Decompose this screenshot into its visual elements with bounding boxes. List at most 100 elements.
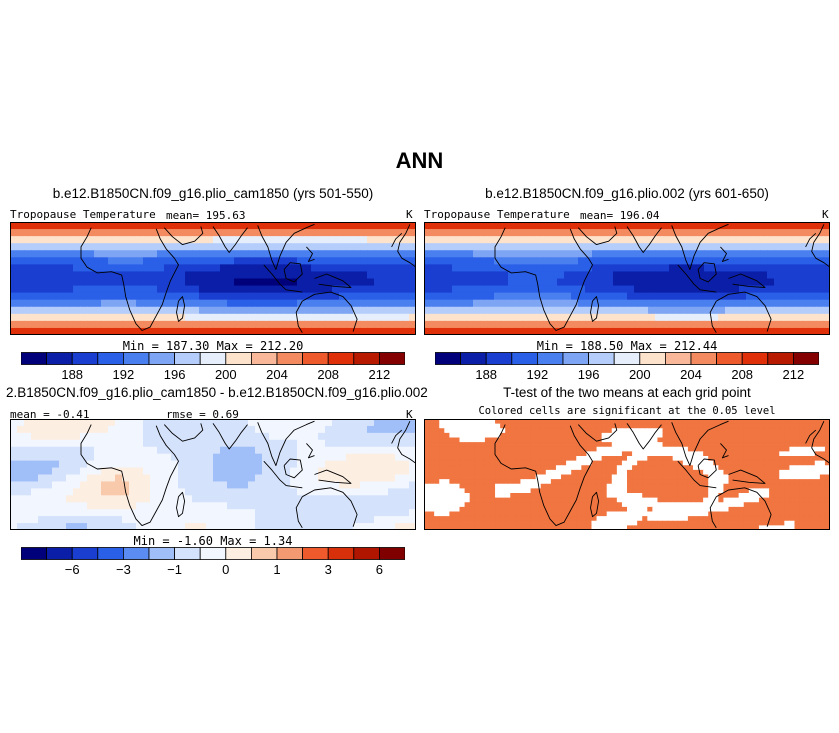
panel3-field-cell [129,474,137,483]
panel1-field-cell [388,243,396,251]
panel1-field-cell [101,250,109,258]
panel2-field-cell [676,250,684,258]
significance-cell [444,469,450,476]
panel3-field-cell [213,509,221,517]
significance-cell [581,465,587,471]
significance-cell [591,479,598,485]
significance-cell [738,511,745,517]
panel2-field-cell [634,271,642,280]
significance-cell [581,497,587,503]
significance-cell [495,483,501,489]
panel1-field-cell [178,257,186,265]
significance-cell [728,451,735,457]
significance-cell [642,506,648,513]
panel3-field-cell [115,446,123,455]
significance-cell [616,488,623,494]
panel3-field-cell [101,516,109,524]
panel3-field-cell [129,453,137,462]
panel1-field-cell [94,229,102,237]
significance-cell [774,465,780,471]
panel3-field-cell [24,481,32,489]
panel1-field-cell [262,243,270,251]
panel2-field-cell [704,257,712,265]
significance-cell [687,502,694,508]
panel1-field-cell [73,236,81,244]
panel3-field-cell [388,446,396,455]
panel2-field-cell [431,278,439,287]
significance-cell [439,516,445,522]
panel3-field-cell [94,488,102,496]
panel3-field-cell [199,467,207,476]
panel2-field-cell [480,320,488,329]
panel3-field-cell [164,439,172,448]
panel3-field-cell [150,460,158,469]
significance-cell [484,497,491,503]
panel1-field-cell [318,236,326,244]
panel2-field-cell [606,306,614,315]
panel1-field-cell [115,313,123,322]
panel1-field-cell [395,264,403,273]
significance-cell [484,423,491,429]
significance-cell [824,428,830,434]
panel1-field-cell [122,313,130,322]
significance-cell [642,428,648,434]
coastline [577,226,618,246]
significance-cell [637,497,643,503]
panel1-field-cell [129,327,137,335]
panel1-field-cell [374,264,382,273]
significance-cell [545,423,552,429]
panel3-field-cell [353,495,361,503]
significance-cell [535,428,542,434]
panel3-field-cell [332,432,340,441]
significance-cell [652,451,659,457]
panel2-field-cell [522,278,530,287]
significance-cell [819,432,826,439]
panel3-field-cell [192,502,200,510]
panel1-field-cell [115,299,123,308]
panel1-field-cell [332,306,340,315]
panel1-field-cell [129,306,137,315]
significance-cell [484,502,491,508]
panel2-field-cell [487,271,495,280]
panel3-field-cell [143,439,151,448]
significance-cell [677,479,684,485]
panel1-field-cell [388,250,396,258]
significance-cell [657,451,664,457]
panel3-field-cell [199,419,207,427]
panel2-field-cell [431,264,439,273]
panel1-field-cell [255,292,263,301]
significance-cell [444,520,450,526]
significance-cell [591,502,598,508]
panel2-field-cell [557,306,565,315]
significance-cell [647,516,653,522]
panel2-field-cell [515,299,523,308]
significance-cell [616,423,623,429]
significance-cell [804,456,811,462]
significance-cell [743,497,750,503]
significance-cell [484,493,491,499]
panel2-field-cell [697,243,705,251]
significance-cell [540,488,547,494]
panel2-field-cell [690,229,698,237]
panel1-field-cell [185,243,193,251]
panel2-colorbar-tick-label: 196 [578,367,600,382]
panel1-field-cell [17,278,25,287]
significance-cell [454,483,461,489]
significance-cell [434,437,440,443]
significance-cell [454,516,461,522]
panel1-field-cell [206,299,214,308]
panel1-field-cell [10,264,18,273]
panel3-field-cell [185,488,193,496]
panel3-field-cell [87,439,95,448]
panel3-field-cell [73,516,81,524]
significance-cell [743,451,750,457]
panel1-field-cell [332,250,340,258]
significance-cell [535,469,542,476]
panel2-field-cell [725,222,733,230]
significance-cell [703,437,709,443]
significance-cell [774,423,780,429]
panel2-field-cell [592,250,600,258]
significance-cell [489,442,496,448]
significance-cell [784,506,790,513]
panel3-field-cell [199,481,207,489]
